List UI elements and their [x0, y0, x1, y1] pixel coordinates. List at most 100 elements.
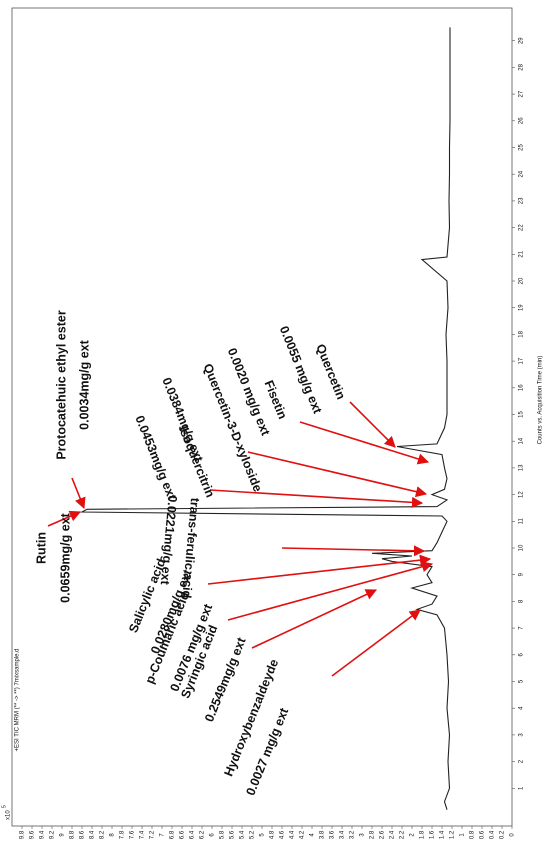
- x-tick-label: 8: [519, 599, 525, 603]
- x-tick-label: 11: [519, 518, 525, 525]
- y-tick-label: 6.6: [180, 830, 186, 839]
- x-tick-label: 7: [519, 626, 525, 630]
- y-tick-label: 8.4: [90, 830, 96, 839]
- x-tick-label: 17: [519, 357, 525, 364]
- annotation-arrow: [47, 510, 82, 527]
- y-tick-label: 5: [260, 833, 266, 837]
- x-tick-label: 22: [519, 224, 525, 231]
- y-tick-label: 9.4: [40, 830, 46, 839]
- x-axis-label: Counts vs. Acquisition Time (min): [538, 356, 544, 445]
- y-tick-label: 9.8: [20, 830, 26, 839]
- x-tick-label: 12: [519, 491, 525, 498]
- annotation-detail: 0.0453mg/g ext: [132, 414, 179, 503]
- annotation-arrow: [247, 451, 428, 498]
- annotation-arrow: [331, 609, 421, 677]
- y-scale-exponent: 5: [1, 805, 7, 808]
- y-tick-label: 9.6: [30, 830, 36, 839]
- y-tick-label: 4.8: [270, 830, 276, 839]
- y-tick-label: 4.6: [280, 830, 286, 839]
- chart-title: +ESI TIC MRM (** -> **) 7mixsample.d: [15, 649, 21, 752]
- y-tick-label: 7.8: [120, 830, 126, 839]
- y-tick-label: 8.6: [80, 830, 86, 839]
- y-tick-label: 1.4: [440, 830, 446, 839]
- y-tick-label: 6.8: [170, 830, 176, 839]
- annotation-detail: 0.0034mg/g ext: [77, 339, 91, 429]
- y-tick-label: 9: [60, 833, 66, 837]
- y-tick-label: 1.8: [420, 830, 426, 839]
- y-tick-label: 5.2: [250, 830, 256, 839]
- x-tick-label: 10: [519, 544, 525, 551]
- annotation-detail: 0.0659mg/g ext: [58, 512, 72, 602]
- y-tick-label: 7.2: [150, 830, 156, 839]
- chromatogram-line: [79, 27, 451, 810]
- y-tick-label: 0.4: [490, 830, 496, 839]
- y-tick-label: 2.4: [390, 830, 396, 839]
- x-tick-label: 27: [519, 90, 525, 97]
- y-tick-label: 8: [110, 833, 116, 837]
- x-tick-label: 24: [519, 170, 525, 177]
- x-tick-label: 6: [519, 652, 525, 656]
- y-tick-label: 3.8: [320, 830, 326, 839]
- y-tick-label: 4: [310, 833, 316, 837]
- x-tick-label: 19: [519, 304, 525, 311]
- y-tick-label: 4.4: [290, 830, 296, 839]
- x-tick-label: 15: [519, 411, 525, 418]
- annotation-arrow: [227, 561, 434, 621]
- x-tick-label: 23: [519, 197, 525, 204]
- x-tick-label: 4: [519, 706, 525, 710]
- y-tick-label: 8.8: [70, 830, 76, 839]
- x-tick-label: 3: [519, 733, 525, 737]
- y-tick-label: 3.4: [340, 830, 346, 839]
- x-tick-label: 26: [519, 117, 525, 124]
- y-tick-label: 7.6: [130, 830, 136, 839]
- annotation-arrow: [207, 554, 432, 585]
- y-tick-label: 9.2: [50, 830, 56, 839]
- y-tick-label: 6: [210, 833, 216, 837]
- y-tick-label: 0.2: [500, 830, 506, 839]
- y-tick-label: 6.2: [200, 830, 206, 839]
- annotation-arrow: [71, 477, 86, 510]
- x-tick-label: 14: [519, 437, 525, 444]
- y-tick-label: 0.8: [470, 830, 476, 839]
- x-tick-label: 28: [519, 63, 525, 70]
- y-tick-label: 8.2: [100, 830, 106, 839]
- y-tick-label: 2.8: [370, 830, 376, 839]
- x-tick-label: 18: [519, 330, 525, 337]
- y-tick-label: 5.6: [230, 830, 236, 839]
- x-tick-label: 29: [519, 37, 525, 44]
- x-tick-label: 1: [519, 786, 525, 790]
- y-scale-base: x10: [6, 810, 12, 820]
- y-tick-label: 7: [160, 833, 166, 837]
- y-tick-label: 2: [410, 833, 416, 837]
- y-tick-label: 2.6: [380, 830, 386, 839]
- y-tick-label: 7.4: [140, 830, 146, 839]
- x-tick-label: 13: [519, 464, 525, 471]
- annotation-arrow: [281, 545, 426, 557]
- x-tick-label: 25: [519, 144, 525, 151]
- y-tick-label: 4.2: [300, 830, 306, 839]
- y-tick-label: 6.4: [190, 830, 196, 839]
- y-tick-label: 0.6: [480, 830, 486, 839]
- annotation-arrow: [251, 589, 378, 649]
- y-tick-label: 3.6: [330, 830, 336, 839]
- y-tick-label: 1: [460, 833, 466, 837]
- y-tick-label: 3.2: [350, 830, 356, 839]
- x-tick-label: 21: [519, 250, 525, 257]
- annotation-arrow: [349, 401, 396, 448]
- annotation-label: Protocatehuic ethyl ester: [54, 310, 68, 459]
- x-tick-label: 9: [519, 572, 525, 576]
- y-tick-label: 5.8: [220, 830, 226, 839]
- annotation-label: Rutin: [34, 532, 48, 564]
- x-tick-label: 20: [519, 277, 525, 284]
- annotation-arrow: [209, 489, 424, 508]
- annotation-arrow: [299, 421, 430, 465]
- y-tick-label: 0: [510, 833, 516, 837]
- y-tick-label: 3: [360, 833, 366, 837]
- x-tick-label: 16: [519, 384, 525, 391]
- y-tick-label: 2.2: [400, 830, 406, 839]
- x-tick-label: 2: [519, 759, 525, 763]
- x-tick-label: 5: [519, 679, 525, 683]
- y-tick-label: 1.6: [430, 830, 436, 839]
